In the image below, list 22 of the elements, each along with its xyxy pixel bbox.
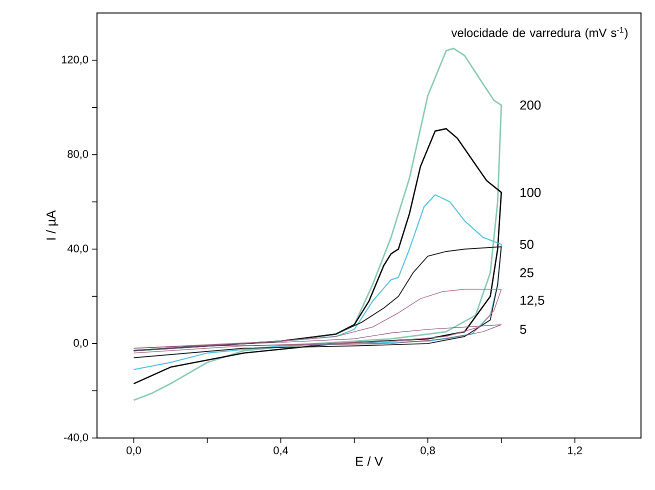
series-label: 25	[520, 268, 534, 278]
series-label: 5	[520, 324, 526, 334]
x-tick-label: 1,2	[568, 446, 582, 456]
line-series	[133, 324, 502, 351]
series-label: 50	[520, 240, 534, 249]
line-series	[133, 48, 502, 401]
x-axis-title: E / V	[356, 456, 383, 466]
y-tick-label: 40,0	[67, 244, 88, 254]
y-tick-label: -40,0	[64, 433, 88, 443]
x-tick-label: 0,0	[126, 446, 141, 456]
y-tick-label: 120,0	[62, 56, 88, 65]
series-label: 100	[520, 188, 541, 198]
line-series	[133, 288, 502, 354]
y-tick-label: 0,0	[74, 339, 88, 348]
x-tick-label: 0,4	[274, 446, 288, 456]
series-label: 12,5	[520, 296, 544, 306]
y-tick-label: 80,0	[68, 150, 88, 160]
x-tick-label: 0,8	[420, 446, 435, 456]
line-series	[133, 246, 502, 358]
legend-title: velocidade de varredura (mV s$^{-1}$)	[451, 27, 628, 40]
y-axis-title: I / µA	[46, 210, 58, 240]
series-label: 200	[520, 100, 541, 110]
